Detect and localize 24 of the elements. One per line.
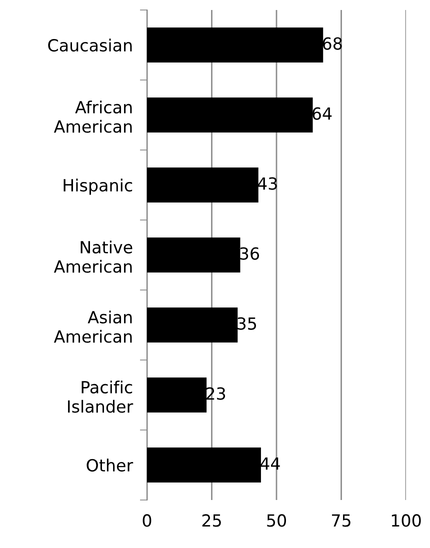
x-tick-label: 75 — [332, 514, 350, 527]
y-tick-label: Asian American — [54, 310, 132, 343]
data-label: 64 — [312, 107, 332, 120]
bar — [147, 378, 207, 412]
data-label: 23 — [206, 387, 226, 400]
bar — [147, 448, 261, 482]
data-label: 68 — [322, 37, 342, 50]
bar — [147, 308, 238, 342]
y-tick-label: Pacific Islander — [68, 380, 134, 413]
x-tick-label: 0 — [142, 514, 152, 527]
x-tick-label: 50 — [267, 514, 286, 527]
y-tick-label: Caucasian — [48, 38, 132, 52]
y-tick-label: Hispanic — [64, 178, 132, 195]
bar — [147, 168, 258, 202]
x-tick-label: 100 — [392, 514, 421, 527]
data-label: 36 — [240, 247, 260, 260]
data-label: 35 — [238, 317, 256, 330]
y-tick-label: Native American — [54, 240, 132, 273]
bar — [147, 238, 240, 272]
y-tick-label: Other — [86, 458, 134, 472]
bar — [147, 28, 324, 62]
y-tick-label: African American — [54, 100, 132, 133]
bar — [147, 98, 313, 132]
x-tick-label: 25 — [202, 514, 221, 527]
